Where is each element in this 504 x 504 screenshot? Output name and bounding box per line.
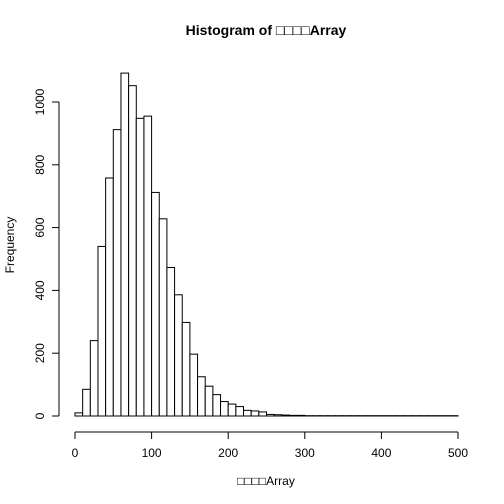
histogram-bar-80 (135, 117, 145, 417)
histogram-bar-280 (288, 414, 298, 417)
x-tick-label-400: 400 (371, 446, 391, 460)
histogram-bar-270 (281, 414, 290, 417)
histogram-bar-40 (105, 177, 114, 417)
y-tick-label-600: 600 (33, 217, 47, 237)
x-tick-label-0: 0 (72, 446, 79, 460)
histogram-bar-50 (112, 129, 122, 417)
histogram-bar-240 (258, 411, 267, 417)
x-tick-label-500: 500 (448, 446, 468, 460)
histogram-bar-220 (243, 409, 252, 417)
histogram-bar-170 (204, 385, 214, 417)
histogram-bar-200 (227, 403, 237, 417)
histogram-bar-120 (166, 266, 176, 417)
histogram-bar-180 (212, 394, 222, 417)
y-tick-label-800: 800 (33, 154, 47, 174)
histogram-bar-150 (189, 353, 199, 417)
y-tick-label-1000: 1000 (33, 88, 47, 115)
x-axis-label: □□□□Array (237, 474, 295, 488)
y-tick-label-400: 400 (33, 280, 47, 300)
histogram-bar-210 (235, 406, 245, 417)
chart-title: Histogram of □□□□Array (186, 22, 347, 38)
histogram-bar-20 (89, 340, 99, 417)
histogram-bar-260 (273, 414, 283, 417)
y-axis-label: Frequency (3, 217, 17, 274)
x-axis: 0 100 200 300 400 500 (72, 431, 468, 460)
histogram-bar-100 (151, 191, 160, 417)
histogram-bar-110 (158, 218, 168, 417)
y-axis: 0 200 400 600 800 1000 (33, 88, 60, 419)
histogram-bar-30 (97, 245, 107, 417)
x-tick-label-200: 200 (218, 446, 238, 460)
y-tick-label-0: 0 (33, 412, 47, 419)
histogram-bar-70 (128, 85, 137, 417)
y-tick-label-200: 200 (33, 343, 47, 363)
histogram-bar-160 (197, 376, 206, 417)
histogram-bar-130 (174, 294, 183, 417)
x-tick-label-300: 300 (295, 446, 315, 460)
histogram-bar-290 (296, 414, 306, 417)
histogram-bar-0 (74, 412, 84, 417)
histogram-bar-250 (266, 413, 275, 417)
histogram-bar-60 (120, 72, 130, 417)
x-tick-label-100: 100 (142, 446, 162, 460)
histogram-bar-190 (220, 401, 229, 417)
histogram-bar-230 (250, 410, 260, 417)
bars-group (74, 72, 459, 417)
histogram-bar-140 (181, 321, 191, 417)
histogram-bar-90 (143, 115, 153, 417)
histogram-bar-10 (82, 388, 91, 417)
